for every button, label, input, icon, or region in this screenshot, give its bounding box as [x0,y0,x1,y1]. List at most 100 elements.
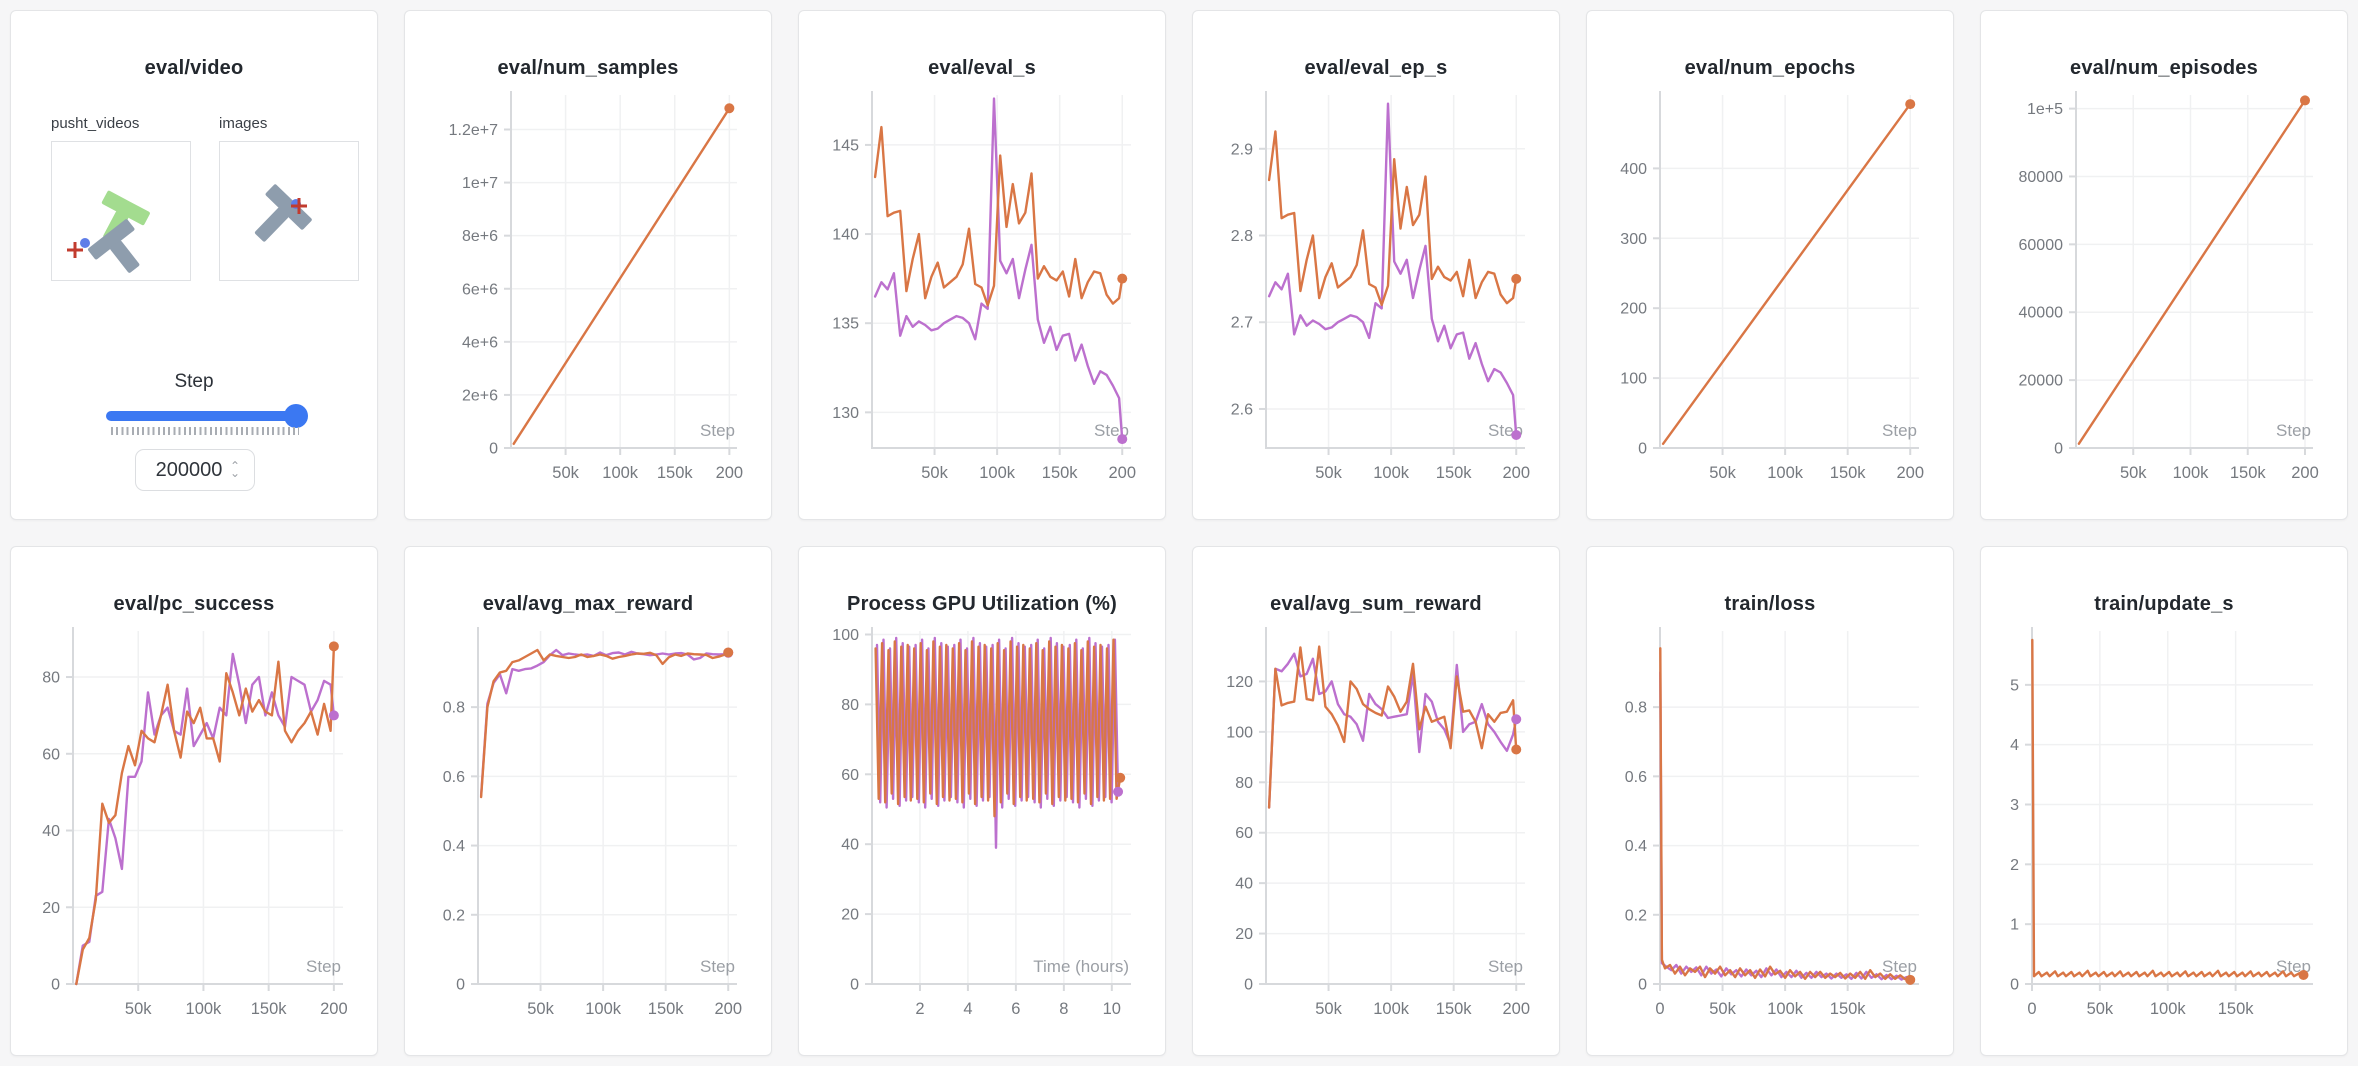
series-line-purple [875,636,1120,849]
chart-canvas-eval-pc_success[interactable]: 0 20 40 60 80 50k 100k 150k 200 Step [11,547,377,1055]
x-tick-label: 150k [657,464,694,482]
x-tick-label: 0 [2027,1000,2036,1018]
chart-canvas-process-gpu-utilization[interactable]: 0 20 40 60 80 100 2 4 6 8 10 Time (hours) [799,547,1165,1055]
chart-canvas-train-loss[interactable]: 0 0.2 0.4 0.6 0.8 0 50k 100k 150k Step [1587,547,1953,1055]
y-tick-label: 0 [850,977,859,994]
x-tick-label: 50k [527,1000,554,1018]
video-thumbnail-pusht[interactable] [51,141,191,281]
x-tick-label: 200 [1502,1000,1530,1018]
pusht-scene-image [67,190,150,273]
y-tick-label: 1e+7 [462,175,498,192]
y-tick-label: 0.4 [1625,838,1647,855]
y-tick-label: 0 [1244,977,1253,994]
y-tick-label: 3 [2010,797,2019,814]
y-tick-label: 80000 [2019,169,2064,186]
y-tick-label: 100 [832,627,859,644]
y-tick-label: 60 [841,767,859,784]
panel-grid: eval/video pusht_videos images [10,10,2348,1056]
series-end-dot-orange [723,647,734,658]
chart-panel-eval-num_epochs: eval/num_epochs 0 100 200 300 400 50k 100k 150k 2… [1586,10,1954,520]
x-tick-label: 200 [716,464,744,482]
series-end-dot-purple [1511,429,1522,440]
agent-dot [80,238,90,248]
y-tick-label: 140 [832,227,859,244]
series-end-dot-orange [1905,974,1916,985]
series-line-orange [1661,102,1912,445]
media-key-label: pusht_videos [51,115,140,132]
y-tick-label: 5 [2010,677,2019,694]
x-tick-label: 100k [1767,1000,1804,1018]
x-tick-label: 100k [585,1000,622,1018]
y-tick-label: 0.8 [443,700,465,717]
series-line-orange [2077,99,2307,445]
x-axis-label: Step [1882,421,1917,440]
x-tick-label: 50k [921,464,948,482]
x-tick-label: 50k [125,1000,152,1018]
chart-panel-train-loss: train/loss 0 0.2 0.4 0.6 0.8 0 50k 100k 150k Step [1586,546,1954,1056]
x-axis-label: Step [2276,421,2311,440]
y-tick-label: 130 [832,405,859,422]
x-tick-label: 100k [1767,464,1804,482]
x-tick-label: 150k [2230,464,2267,482]
y-tick-label: 1 [2010,917,2019,934]
chart-canvas-eval-avg_max_reward[interactable]: 0 0.2 0.4 0.6 0.8 50k 100k 150k 200 Step [405,547,771,1055]
series-end-dot-orange [1511,744,1522,755]
y-tick-label: 0 [1638,441,1647,458]
x-tick-label: 150k [2218,1000,2255,1018]
x-tick-label: 50k [1709,1000,1736,1018]
step-value-box: ⌃ ⌄ [135,449,255,491]
x-tick-label: 200 [320,1000,348,1018]
x-tick-label: 200 [1896,464,1924,482]
y-tick-label: 300 [1620,231,1647,248]
x-tick-label: 200 [1108,464,1136,482]
stepper-down-icon[interactable]: ⌄ [229,466,241,480]
y-tick-label: 80 [42,670,60,687]
y-tick-label: 2 [2010,857,2019,874]
y-tick-label: 200 [1620,301,1647,318]
series-end-dot-orange [2298,970,2309,981]
y-tick-label: 0.6 [443,769,465,786]
y-tick-label: 0.6 [1625,769,1647,786]
chart-panel-process-gpu-utilization: Process GPU Utilization (%) 0 20 40 60 80 100 2… [798,546,1166,1056]
stepper-up-icon[interactable]: ⌃ [229,459,241,473]
y-tick-label: 40 [1235,876,1253,893]
x-tick-label: 150k [1830,1000,1867,1018]
y-tick-label: 4e+6 [462,334,498,351]
chart-canvas-eval-avg_sum_reward[interactable]: 0 20 40 60 80 100 120 50k 100k 150k 200 Step [1193,547,1559,1055]
step-slider-thumb[interactable] [284,404,308,428]
series-end-dot-purple [1511,714,1522,725]
x-tick-label: 200 [2291,464,2319,482]
y-tick-label: 2e+6 [462,387,498,404]
series-end-dot-orange [1905,99,1916,110]
series-line-purple [1659,671,1908,981]
step-value-input[interactable] [149,458,228,482]
y-tick-label: 0.8 [1625,700,1647,717]
series-end-dot-purple [1117,434,1128,445]
y-tick-label: 0.2 [443,907,465,924]
y-tick-label: 0 [2010,977,2019,994]
y-tick-label: 0 [1638,977,1647,994]
y-tick-label: 400 [1620,161,1647,178]
chart-canvas-eval-num_samples[interactable]: 0 2e+6 4e+6 6e+6 8e+6 1e+7 1.2e+7 50k 100k 150k 20… [405,11,771,519]
pusht-scene-image [254,184,312,242]
x-tick-label: 200 [1502,464,1530,482]
chart-canvas-eval-num_episodes[interactable]: 0 20000 40000 60000 80000 1e+5 50k 100k 150k 200 S… [1981,11,2347,519]
x-tick-label: 2 [915,1000,924,1018]
chart-canvas-eval-num_epochs[interactable]: 0 100 200 300 400 50k 100k 150k 200 Step [1587,11,1953,519]
series-end-dot-purple [328,710,339,721]
series-line-orange [874,638,1122,818]
series-line-purple [479,648,730,797]
x-tick-label: 6 [1011,1000,1020,1018]
video-thumbnail-images[interactable] [219,141,359,281]
series-line-orange [2031,638,2305,978]
series-end-dot-orange [1511,273,1522,284]
step-slider[interactable] [106,404,308,428]
series-line-orange [1659,647,1912,981]
gray-t-block [88,219,140,273]
y-tick-label: 8e+6 [462,228,498,245]
step-stepper[interactable]: ⌃ ⌄ [229,459,241,480]
x-tick-label: 150k [648,1000,685,1018]
